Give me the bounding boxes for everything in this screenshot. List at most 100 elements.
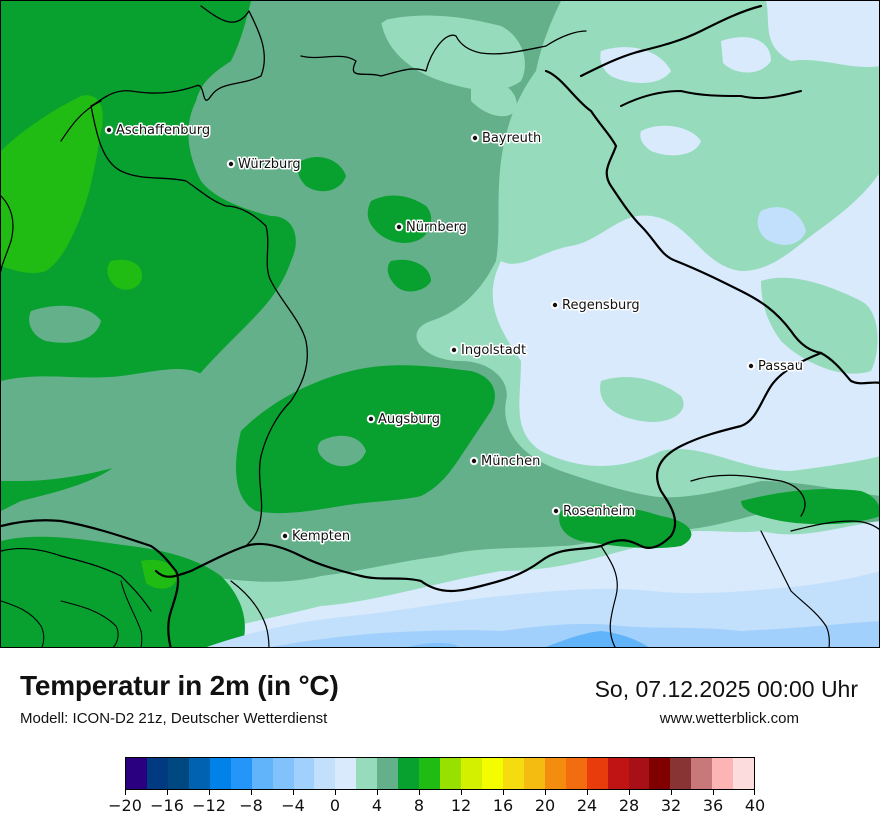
colorbar-segment [335, 758, 357, 789]
city-dot-icon [470, 133, 480, 143]
colorbar-segment [502, 758, 524, 789]
colorbar-segment [314, 758, 336, 789]
city-marker: Ingolstadt [449, 342, 528, 360]
colorbar-ticks: −20 −16 −12 −8 −4 0 4 8 12 16 20 24 28 32 36 40 [108, 790, 765, 830]
colorbar-tick [754, 790, 755, 795]
colorbar-segment [544, 758, 566, 789]
city-dot-icon [551, 506, 561, 516]
colorbar-tick [125, 790, 126, 795]
city-dot-icon [550, 300, 560, 310]
colorbar-segment [565, 758, 587, 789]
city-marker: Augsburg [366, 411, 442, 429]
colorbar-tick [251, 790, 252, 795]
colorbar-tick [587, 790, 588, 795]
city-dot-icon [280, 531, 290, 541]
city-label: Augsburg [378, 412, 440, 427]
colorbar-tick-label: −4 [281, 796, 305, 815]
colorbar-segment [272, 758, 294, 789]
colorbar-tick [167, 790, 168, 795]
temperature-map: Aschaffenburg Würzburg Bayreuth Nürnberg Reg… [0, 0, 880, 648]
city-label: Passau [758, 359, 803, 374]
city-label: Bayreuth [482, 131, 541, 146]
colorbar-segment [523, 758, 545, 789]
state-borders [1, 4, 879, 647]
city-marker: Aschaffenburg [104, 122, 212, 140]
city-marker: Nürnberg [394, 219, 468, 237]
colorbar-tick [293, 790, 294, 795]
colorbar-segment [586, 758, 608, 789]
city-markers: Aschaffenburg Würzburg Bayreuth Nürnberg Reg… [104, 122, 804, 546]
city-dot-icon [469, 456, 479, 466]
colorbar-tick-label: 24 [576, 796, 598, 815]
colorbar-tick-label: −20 [108, 796, 142, 815]
colorbar-segment [209, 758, 231, 789]
colorbar-tick-label: −12 [192, 796, 226, 815]
colorbar-segment [628, 758, 650, 789]
colorbar-tick [545, 790, 546, 795]
city-marker: Würzburg [226, 156, 302, 174]
city-label: Würzburg [238, 157, 301, 172]
colorbar-tick [461, 790, 462, 795]
colorbar-segment [126, 758, 147, 789]
temperature-colorbar [125, 757, 755, 790]
colorbar-tick-label: 28 [618, 796, 640, 815]
colorbar-segment [293, 758, 315, 789]
colorbar-segment [712, 758, 734, 789]
map-canvas: Aschaffenburg Würzburg Bayreuth Nürnberg Reg… [1, 1, 879, 647]
city-dot-icon [226, 159, 236, 169]
colorbar-tick [419, 790, 420, 795]
map-title: Temperatur in 2m (in °C) [20, 670, 339, 701]
colorbar-segment [167, 758, 189, 789]
city-label: Aschaffenburg [116, 123, 210, 138]
colorbar-segment [461, 758, 482, 789]
colorbar-segment [377, 758, 399, 789]
city-marker: Bayreuth [470, 130, 543, 148]
colorbar-tick-label: 0 [329, 796, 341, 815]
city-marker: Regensburg [550, 297, 641, 315]
colorbar-segment [356, 758, 378, 789]
colorbar-segment [440, 758, 461, 789]
colorbar-tick-label: 12 [450, 796, 472, 815]
city-marker: Passau [746, 358, 804, 376]
colorbar-tick [713, 790, 714, 795]
colorbar-tick [629, 790, 630, 795]
colorbar-tick-label: 8 [413, 796, 425, 815]
colorbar-tick [377, 790, 378, 795]
city-marker: München [469, 453, 542, 471]
city-dot-icon [104, 125, 114, 135]
colorbar-segment [398, 758, 420, 789]
colorbar-tick [209, 790, 210, 795]
colorbar-segment [733, 758, 755, 789]
city-marker: Rosenheim [551, 503, 636, 521]
colorbar-tick-label: 36 [702, 796, 724, 815]
city-dot-icon [449, 345, 459, 355]
colorbar-segment [649, 758, 671, 789]
city-dot-icon [746, 361, 756, 371]
colorbar-tick-label: −16 [150, 796, 184, 815]
colorbar-segment [230, 758, 252, 789]
colorbar-segment [188, 758, 210, 789]
colorbar-tick-label: 40 [744, 796, 766, 815]
valid-datetime: So, 07.12.2025 00:00 Uhr [594, 676, 858, 702]
colorbar-segment [691, 758, 713, 789]
colorbar-segment [607, 758, 629, 789]
city-marker: Kempten [280, 528, 352, 546]
colorbar-segment [481, 758, 503, 789]
city-label: Ingolstadt [461, 343, 526, 358]
colorbar-tick-label: 32 [660, 796, 682, 815]
city-label: Rosenheim [563, 504, 635, 519]
model-info: Modell: ICON-D2 21z, Deutscher Wetterdie… [20, 710, 328, 727]
colorbar-tick-label: 4 [371, 796, 383, 815]
colorbar-segment [419, 758, 441, 789]
colorbar-segment [251, 758, 273, 789]
city-label: Regensburg [562, 298, 640, 313]
city-dot-icon [394, 222, 404, 232]
city-label: München [481, 454, 540, 469]
colorbar-segment [670, 758, 692, 789]
colorbar-tick-label: 16 [492, 796, 514, 815]
colorbar-tick [503, 790, 504, 795]
city-dot-icon [366, 414, 376, 424]
colorbar-tick [335, 790, 336, 795]
city-label: Nürnberg [406, 220, 467, 235]
website-link[interactable]: www.wetterblick.com [659, 710, 799, 727]
